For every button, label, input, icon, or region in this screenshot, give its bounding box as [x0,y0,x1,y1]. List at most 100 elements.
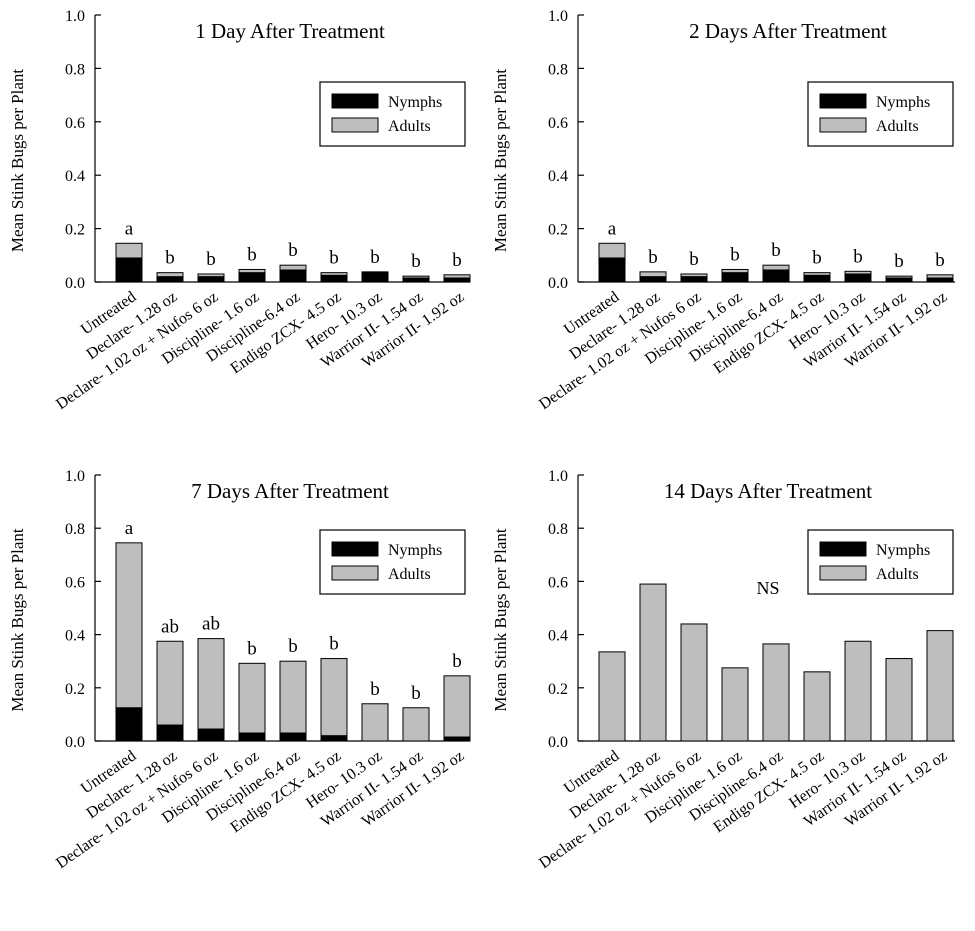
bar-adults-6 [320,272,348,276]
significance-letter: b [730,244,740,265]
significance-letter: b [329,248,339,269]
bar-adults-6 [803,671,831,742]
y-tick-label: 0.6 [65,574,85,591]
bar-adults-7 [844,270,872,275]
y-tick-label: 1.0 [548,468,568,485]
bar-nymphs-4 [721,272,749,283]
legend-label: Adults [388,118,431,135]
bar-adults-8 [885,275,913,279]
bar-adults-5 [762,264,790,271]
panel-title: 14 Days After Treatment [664,479,872,503]
legend-label: Nymphs [388,542,442,559]
y-tick-label: 0.0 [65,275,85,292]
legend-swatch-nymphs [331,93,379,109]
bar-adults-3 [197,273,225,278]
y-tick-label: 0.2 [65,681,85,698]
bar-nymphs-6 [320,274,348,283]
y-tick-label: 0.0 [65,734,85,751]
y-tick-label: 0.2 [548,681,568,698]
significance-letter: b [648,247,658,268]
panel-3: 0.0 0.2 0.4 0.6 0.8 1.0 Mean Stink Bugs per Pl… [8,468,471,872]
bar-adults-1 [115,542,143,709]
bar-nymphs-8 [402,277,430,283]
bar-nymphs-4 [238,732,266,742]
significance-letter: b [247,244,257,265]
bar-nymphs-4 [238,272,266,283]
x-tick-label: Declare- 1.02 oz + Nufos 6 oz [536,747,704,872]
significance-letter: b [935,250,945,271]
y-tick-label: 1.0 [65,8,85,25]
significance-letter: b [411,683,421,704]
bar-nymphs-1 [598,257,626,283]
bar-nymphs-7 [361,272,389,283]
legend-swatch-adults [819,565,867,581]
y-tick-label: 1.0 [65,468,85,485]
bar-adults-5 [279,264,307,271]
legend-swatch-adults [819,117,867,133]
x-tick-label: Declare- 1.02 oz + Nufos 6 oz [536,288,704,413]
significance-letter: b [370,679,380,700]
bar-adults-3 [197,638,225,730]
legend-label: Adults [876,566,919,583]
bar-adults-5 [762,643,790,742]
bar-nymphs-2 [639,276,667,283]
bar-nymphs-7 [844,273,872,283]
significance-letter: b [812,248,822,269]
bar-nymphs-3 [680,276,708,283]
significance-letter: a [608,218,617,239]
significance-letter: b [853,246,863,267]
bar-nymphs-9 [443,277,471,283]
bar-nymphs-6 [320,735,348,742]
bar-adults-9 [443,675,471,738]
panel-title: 1 Day After Treatment [195,19,385,43]
significance-letter: b [452,651,462,672]
panel-2: 0.0 0.2 0.4 0.6 0.8 1.0 Mean Stink Bugs per Pl… [491,8,955,413]
legend-box [319,529,466,595]
bar-adults-3 [680,273,708,278]
bar-nymphs-3 [197,276,225,283]
bar-nymphs-1 [115,707,143,742]
legend-box [807,529,954,595]
legend-swatch-nymphs [331,541,379,557]
bar-adults-9 [926,630,954,742]
y-axis-label: Mean Stink Bugs per Plant [491,528,510,711]
bar-adults-1 [598,651,626,742]
y-tick-label: 0.6 [65,115,85,132]
legend: Nymphs Adults [319,529,466,595]
y-axis-label: Mean Stink Bugs per Plant [491,69,510,252]
y-tick-label: 0.4 [548,168,568,185]
legend-swatch-adults [331,565,379,581]
bar-nymphs-2 [156,724,184,742]
legend-label: Adults [388,566,431,583]
bar-adults-7 [844,640,872,742]
panel-title: 7 Days After Treatment [191,479,389,503]
bar-adults-3 [680,623,708,742]
significance-letter: b [165,248,175,269]
bar-adults-9 [443,274,471,279]
bar-adults-7 [361,703,389,742]
y-tick-label: 0.4 [65,168,85,185]
legend-swatch-adults [331,117,379,133]
significance-letter: b [288,240,298,261]
significance-letter: ab [161,616,179,637]
significance-letter: b [689,249,699,270]
bar-nymphs-5 [279,269,307,283]
legend-label: Nymphs [876,542,930,559]
significance-letter: b [206,249,216,270]
x-tick-label: Declare- 1.02 oz + Nufos 6 oz [53,747,221,872]
bar-adults-2 [639,271,667,278]
bar-adults-4 [721,667,749,742]
legend-box [319,81,466,147]
y-tick-label: 0.8 [65,521,85,538]
y-tick-label: 0.2 [548,222,568,239]
bar-nymphs-1 [115,257,143,283]
y-tick-label: 0.0 [548,734,568,751]
y-axis-label: Mean Stink Bugs per Plant [8,69,27,252]
legend: Nymphs Adults [807,81,954,147]
bar-nymphs-3 [197,728,225,742]
y-tick-label: 0.8 [65,61,85,78]
bar-adults-1 [598,242,626,259]
panel-title: 2 Days After Treatment [689,19,887,43]
significance-letter: ab [202,614,220,635]
bar-adults-7 [361,271,389,274]
